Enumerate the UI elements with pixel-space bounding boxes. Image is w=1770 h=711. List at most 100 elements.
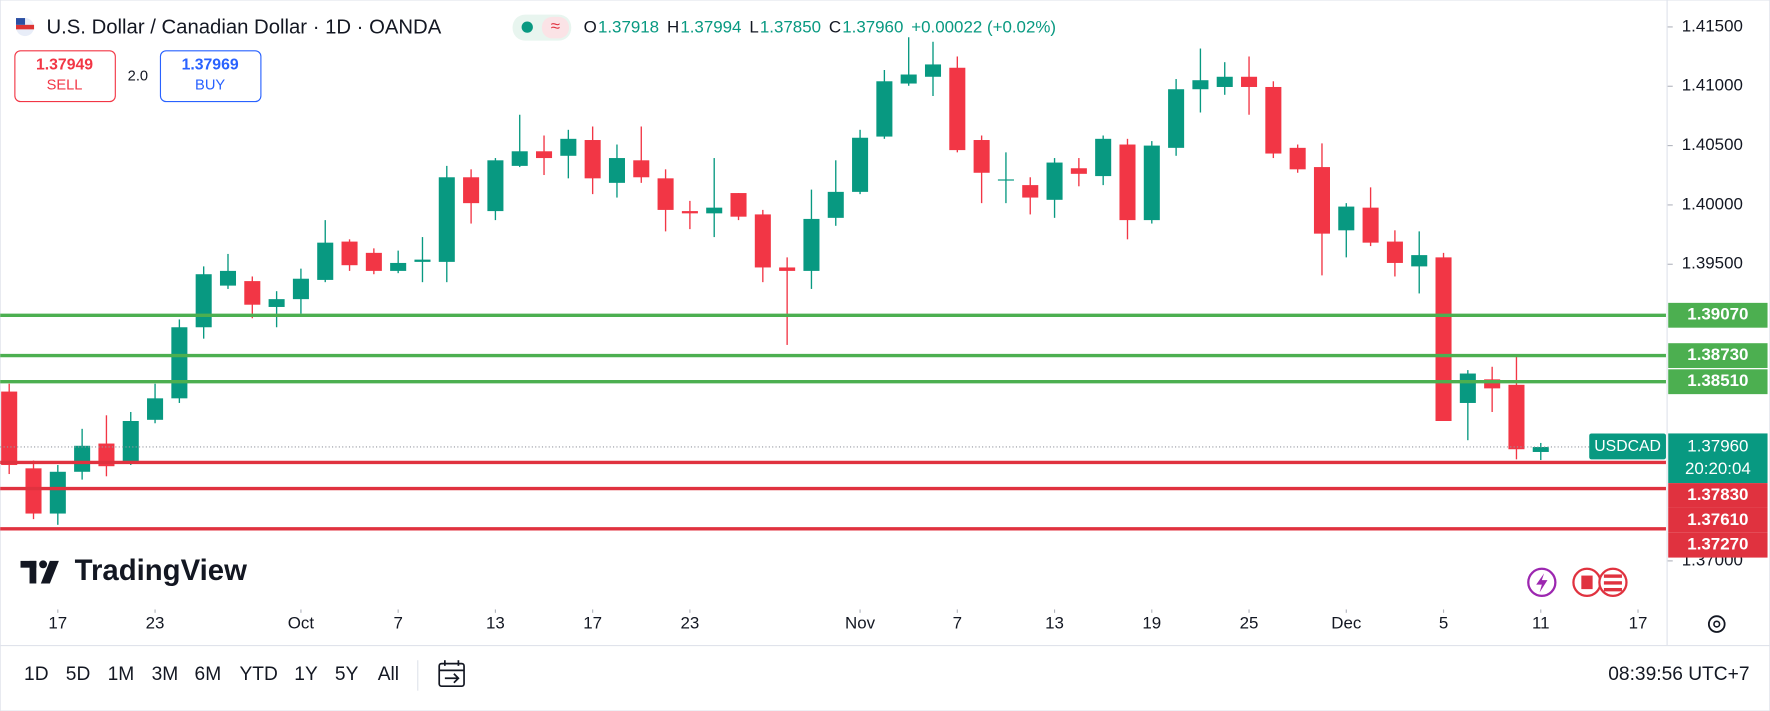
candle-body: [317, 242, 334, 280]
candle-body: [268, 299, 285, 307]
candle-body: [1484, 379, 1501, 389]
x-tick-label: 19: [1142, 614, 1161, 633]
x-tick-label: 17: [1629, 614, 1648, 633]
last-price-label: 1.37960: [1687, 436, 1748, 455]
buy-label: BUY: [195, 78, 225, 94]
ohlc-value: 1.37960: [842, 18, 903, 37]
candle-body: [292, 278, 309, 300]
candle-body: [390, 262, 407, 271]
candle-body: [1119, 144, 1136, 221]
candle-body: [706, 207, 723, 214]
y-tick-label: 1.40500: [1682, 135, 1743, 154]
symbol-tag-label: USDCAD: [1594, 438, 1661, 455]
cad-leaf: [1581, 575, 1593, 590]
buy-button[interactable]: [159, 50, 262, 103]
candle-body: [195, 274, 212, 328]
candle-body: [1362, 207, 1379, 243]
candle-body: [1386, 241, 1403, 263]
range-button[interactable]: 1Y: [294, 664, 318, 685]
candle-body: [657, 178, 674, 210]
candle-body: [1095, 138, 1112, 177]
lightning: [1536, 573, 1548, 593]
candle-body: [438, 177, 455, 262]
level-label: 1.38730: [1687, 345, 1748, 364]
candle-body: [973, 140, 990, 173]
settings-icon[interactable]: [1707, 615, 1726, 633]
level-tag: [1668, 507, 1768, 533]
x-tick-label: 5: [1439, 614, 1448, 633]
symbol-title[interactable]: U.S. Dollar / Canadian Dollar · 1D · OAN…: [46, 17, 441, 39]
y-tick-label: 1.41000: [1682, 76, 1743, 95]
x-tick-label: 23: [680, 614, 699, 633]
range-button[interactable]: All: [378, 664, 399, 685]
logo-mark: [20, 560, 59, 584]
candle-body: [122, 420, 139, 463]
range-button[interactable]: 5Y: [335, 664, 359, 685]
candle-body: [1070, 168, 1087, 174]
settings-icon-center: [1713, 620, 1721, 628]
candle-body: [1, 391, 18, 466]
candle-body: [219, 270, 237, 286]
ohlc-value: 1.37994: [680, 18, 741, 37]
range-button[interactable]: 6M: [195, 664, 222, 685]
y-tick-label: 1.40000: [1682, 194, 1743, 213]
usd-stripe: [1603, 574, 1622, 578]
candle-body: [1168, 89, 1185, 148]
candle-body: [25, 468, 42, 514]
candle-body: [608, 158, 625, 183]
x-tick-label: Dec: [1331, 614, 1361, 633]
range-button[interactable]: 1M: [108, 664, 135, 685]
candle-body: [98, 443, 115, 467]
range-button[interactable]: 3M: [152, 664, 179, 685]
candle-body: [900, 74, 917, 84]
level-tag: [1668, 302, 1768, 328]
delay-icon: ≈: [551, 17, 560, 36]
candle-body: [536, 151, 553, 159]
candle-body: [1022, 185, 1039, 198]
candle-body: [74, 445, 91, 472]
candle-body: [924, 64, 942, 77]
date-range-icon[interactable]: [438, 660, 465, 688]
x-tick-label: 25: [1240, 614, 1259, 633]
sell-button[interactable]: [14, 50, 116, 103]
candle-body: [560, 138, 577, 156]
range-button[interactable]: 5D: [66, 664, 91, 685]
last-price-box: [1668, 433, 1768, 484]
candle-body: [414, 259, 431, 262]
candle-body: [779, 267, 796, 271]
usd-stripe: [1603, 581, 1622, 585]
range-button[interactable]: YTD: [239, 664, 277, 685]
clock[interactable]: 08:39:56 UTC+7: [1608, 664, 1749, 685]
level-tag: [1668, 369, 1768, 395]
level-label: 1.39070: [1687, 305, 1748, 324]
candle-body: [49, 471, 66, 514]
level-tag: [1668, 532, 1768, 558]
level-label: 1.37610: [1687, 510, 1748, 529]
plot-area: [0, 26, 1673, 613]
candle-body: [1046, 162, 1063, 200]
candle-body: [681, 211, 698, 214]
candle-body: [754, 214, 771, 268]
x-tick-label: 23: [146, 614, 165, 633]
candle-body: [1508, 384, 1525, 450]
x-tick-label: 13: [1045, 614, 1064, 633]
x-tick-label: 13: [486, 614, 505, 633]
x-tick-label: 17: [48, 614, 67, 633]
market-open-dot: [521, 21, 533, 33]
candle-body: [1265, 86, 1282, 154]
range-button[interactable]: 1D: [24, 664, 49, 685]
ohlc-value: 1.37850: [760, 18, 821, 37]
sell-label: SELL: [47, 78, 83, 94]
y-tick-label: 1.39500: [1682, 254, 1743, 273]
x-tick-label: Oct: [288, 614, 315, 633]
candle-body: [803, 218, 820, 271]
spread: 2.0: [128, 69, 148, 85]
candle-body: [852, 137, 869, 192]
candle-body: [1313, 167, 1330, 234]
candle-body: [463, 177, 480, 204]
level-tag: [1668, 483, 1768, 508]
candle-body: [244, 281, 261, 305]
countdown: 20:20:04: [1685, 459, 1751, 478]
candle-body: [171, 327, 188, 399]
